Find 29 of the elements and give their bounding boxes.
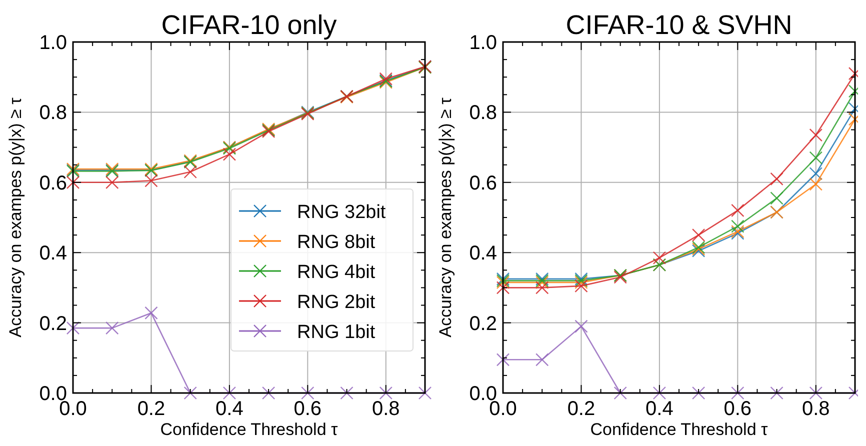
x-tick-label: 0.6 (724, 398, 752, 420)
y-axis-title: Accuracy on exampes p(y|x) ≥ τ (6, 97, 25, 338)
y-tick-label: 1.0 (469, 32, 497, 54)
y-tick-label: 1.0 (39, 32, 67, 54)
y-tick-label: 0.2 (39, 312, 67, 335)
chart-title: CIFAR-10 only (161, 10, 338, 40)
x-axis-title: Confidence Threshold τ (160, 420, 338, 439)
y-tick-label: 0.4 (469, 242, 497, 265)
y-tick-label: 0.6 (39, 172, 67, 194)
x-tick-label: 0.2 (567, 398, 596, 420)
legend-label: RNG 8bit (297, 232, 376, 253)
legend-label: RNG 32bit (297, 202, 386, 223)
legend-label: RNG 2bit (297, 292, 376, 313)
y-tick-label: 0.4 (39, 242, 67, 265)
legend-label: RNG 1bit (297, 322, 376, 343)
y-tick-label: 0.8 (469, 102, 497, 124)
legend-label: RNG 4bit (297, 262, 376, 283)
x-tick-label: 0.4 (216, 398, 244, 420)
y-axis-title: Accuracy on exampes p(y|x) ≥ τ (436, 97, 455, 338)
x-tick-label: 0.6 (294, 398, 322, 420)
y-tick-label: 0.8 (39, 102, 67, 124)
chart-title: CIFAR-10 & SVHN (566, 10, 792, 40)
x-tick-label: 0.4 (646, 398, 674, 420)
y-tick-label: 0.2 (469, 312, 497, 335)
x-axis-title: Confidence Threshold τ (590, 420, 768, 439)
x-tick-label: 0.8 (372, 398, 400, 420)
y-tick-label: 0.6 (469, 172, 497, 194)
x-tick-label: 0.2 (137, 398, 166, 420)
x-tick-label: 0.8 (802, 398, 830, 420)
